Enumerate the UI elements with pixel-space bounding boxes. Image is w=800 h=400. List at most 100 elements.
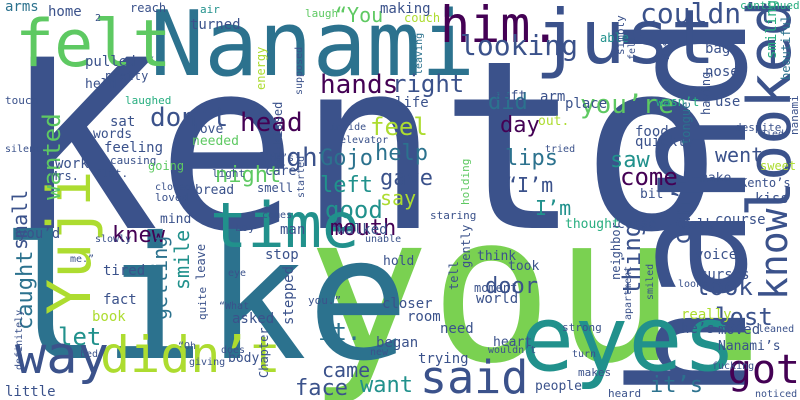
- word-knew: knew: [112, 223, 165, 248]
- word-started: started: [296, 155, 307, 198]
- word-way: way: [15, 326, 109, 386]
- word-course: course: [715, 212, 766, 228]
- word-love: love: [192, 122, 224, 137]
- word-smell: smell: [257, 181, 294, 195]
- word-began: began: [376, 335, 419, 351]
- word-like: like: [0, 201, 410, 399]
- word-left: left: [320, 173, 373, 198]
- word-fucking: fucking: [712, 361, 755, 372]
- word-fact: fact: [103, 292, 137, 308]
- word-closer: closer: [382, 296, 433, 312]
- word-looking: looking: [460, 29, 579, 62]
- word-care: care: [265, 164, 297, 179]
- word-it: it.: [318, 318, 362, 346]
- word-you: you.: [306, 171, 800, 400]
- word-body: body: [228, 351, 260, 366]
- word-people: people: [535, 379, 582, 394]
- word-quite: quite: [196, 286, 209, 320]
- word-beautiful: beautiful: [779, 14, 793, 80]
- word-little: little: [5, 384, 56, 400]
- word-smile: smile: [170, 229, 194, 290]
- word-time: time: [210, 189, 360, 262]
- word-need: need: [440, 321, 474, 337]
- word-think: think: [477, 249, 517, 264]
- word-say: say: [380, 186, 417, 210]
- word-inside: inside: [330, 122, 367, 133]
- word-door: door: [485, 274, 538, 299]
- word-able: able: [600, 31, 629, 45]
- word-tried: tried: [545, 144, 576, 155]
- word-mind: mind: [160, 212, 192, 227]
- word-smiling: smiling: [764, 0, 780, 60]
- word-sight: sight: [255, 143, 334, 173]
- word-pretty: pretty: [105, 69, 149, 83]
- word-kento: Kento: [15, 11, 723, 284]
- word-comes: comes: [262, 210, 293, 221]
- word-took: took: [508, 259, 540, 274]
- word-look: look: [695, 273, 753, 301]
- word-closed: closed: [155, 182, 192, 193]
- word-can-t: can’t: [668, 172, 696, 245]
- word-noticed: noticed: [755, 389, 798, 400]
- word-pulled: pulled: [85, 54, 136, 70]
- word-2: 2: [95, 13, 102, 24]
- word-food: food: [635, 124, 669, 140]
- word-gently: gently: [459, 224, 473, 268]
- word-said: said: [420, 351, 529, 400]
- word-nose: nose: [705, 64, 739, 80]
- word-book: book: [92, 309, 126, 325]
- word-help: help: [375, 141, 428, 166]
- word-leave: leave: [194, 243, 208, 280]
- word-smiled: smiled: [645, 263, 656, 300]
- word-walked: walked: [337, 222, 388, 238]
- word-didn-t: didn’t: [100, 326, 281, 384]
- word-held: held: [85, 77, 117, 92]
- word-stop: stop: [265, 247, 299, 263]
- word-laugh: laugh: [305, 7, 339, 20]
- word-neighbor: neighbor: [609, 222, 623, 280]
- word-unable: unable: [365, 234, 402, 245]
- word-let: let: [58, 323, 102, 351]
- word-tell: tell: [447, 261, 461, 290]
- word-came: came: [322, 358, 371, 382]
- word-use: use: [715, 94, 741, 110]
- word-day: day: [500, 113, 540, 138]
- word-hands: hands: [320, 70, 399, 100]
- word-making: making: [380, 1, 431, 17]
- word-went: went: [715, 143, 764, 167]
- word-wasn-t: wasn’t: [656, 95, 700, 109]
- word-leaving: leaving: [414, 32, 425, 75]
- word-feeling: feeling: [104, 140, 164, 156]
- word-boy: boy: [235, 221, 255, 234]
- word-flat: flat.: [95, 167, 129, 180]
- word-stepped: stepped: [281, 265, 297, 325]
- word-him: him.: [440, 0, 561, 54]
- word-you-re: you’re: [580, 90, 674, 120]
- word-eye: eye: [228, 268, 247, 279]
- word-staring: staring: [430, 209, 477, 222]
- word-lost: lost: [715, 303, 773, 331]
- word-causing: causing: [110, 154, 157, 167]
- word-life: life: [395, 95, 429, 111]
- word-air: air: [200, 3, 220, 16]
- word-quickly: quickly: [635, 134, 695, 150]
- word-make: make: [700, 171, 732, 186]
- word-what: “What: [219, 301, 250, 312]
- word-bed: bed: [80, 349, 99, 360]
- word-got: got: [727, 347, 800, 393]
- word-he-s: He’s: [270, 153, 295, 164]
- word-strong: strong: [562, 321, 602, 334]
- word-you-d: you’d: [18, 226, 61, 242]
- word-sat: sat: [110, 114, 136, 130]
- word-arm: arm: [540, 89, 566, 105]
- word-nanami-s: Nanami’s: [718, 339, 781, 354]
- word-you: you.”: [308, 294, 342, 307]
- word-gojo: Gojo: [320, 146, 373, 171]
- word-feel: feel: [370, 113, 428, 141]
- word-really: really: [681, 307, 732, 323]
- word-eyes: eyes: [520, 287, 737, 392]
- word-needed: needed: [192, 134, 239, 149]
- word-kento-s: Kento’s: [740, 176, 791, 190]
- word-want: want: [360, 373, 413, 398]
